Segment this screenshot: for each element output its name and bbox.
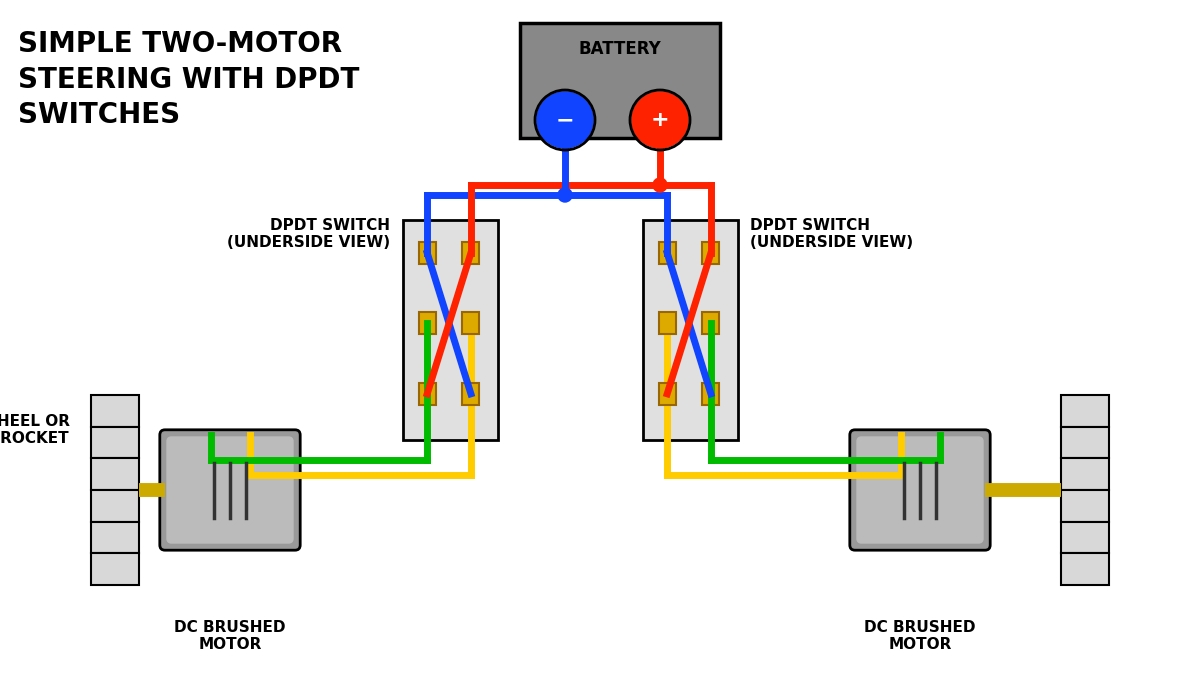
Bar xyxy=(520,22,720,137)
Text: SIMPLE TWO-MOTOR
STEERING WITH DPDT
SWITCHES: SIMPLE TWO-MOTOR STEERING WITH DPDT SWIT… xyxy=(18,30,359,130)
Bar xyxy=(402,220,498,440)
Bar xyxy=(419,242,436,264)
Bar xyxy=(1061,490,1109,522)
Bar xyxy=(659,383,676,405)
Circle shape xyxy=(653,178,667,192)
Bar xyxy=(1061,458,1109,490)
Circle shape xyxy=(558,188,572,202)
Bar xyxy=(1061,522,1109,553)
Bar xyxy=(91,427,139,458)
Bar xyxy=(91,395,139,427)
Bar xyxy=(91,522,139,553)
Bar xyxy=(702,242,720,264)
Text: DPDT SWITCH
(UNDERSIDE VIEW): DPDT SWITCH (UNDERSIDE VIEW) xyxy=(227,218,390,250)
Text: WHEEL OR
SPROCKET: WHEEL OR SPROCKET xyxy=(0,414,70,446)
Circle shape xyxy=(632,92,688,148)
Bar xyxy=(1061,427,1109,458)
Bar xyxy=(91,553,139,585)
Text: DC BRUSHED
MOTOR: DC BRUSHED MOTOR xyxy=(864,620,976,652)
Bar xyxy=(659,313,676,335)
Circle shape xyxy=(538,92,593,148)
Text: −: − xyxy=(556,110,575,130)
Bar xyxy=(462,242,480,264)
Bar xyxy=(659,242,676,264)
FancyBboxPatch shape xyxy=(167,437,294,544)
Text: DPDT SWITCH
(UNDERSIDE VIEW): DPDT SWITCH (UNDERSIDE VIEW) xyxy=(750,218,913,250)
Bar xyxy=(462,313,480,335)
FancyBboxPatch shape xyxy=(857,437,984,544)
Text: +: + xyxy=(650,110,670,130)
Text: BATTERY: BATTERY xyxy=(578,40,661,58)
Bar xyxy=(91,458,139,490)
FancyBboxPatch shape xyxy=(160,430,300,550)
Bar xyxy=(91,490,139,522)
Bar xyxy=(1061,553,1109,585)
Text: DC BRUSHED
MOTOR: DC BRUSHED MOTOR xyxy=(174,620,286,652)
Bar xyxy=(462,383,480,405)
Bar xyxy=(642,220,738,440)
Bar xyxy=(419,313,436,335)
Bar xyxy=(702,383,720,405)
FancyBboxPatch shape xyxy=(850,430,990,550)
Bar xyxy=(1061,395,1109,427)
Bar xyxy=(702,313,720,335)
Bar xyxy=(419,383,436,405)
